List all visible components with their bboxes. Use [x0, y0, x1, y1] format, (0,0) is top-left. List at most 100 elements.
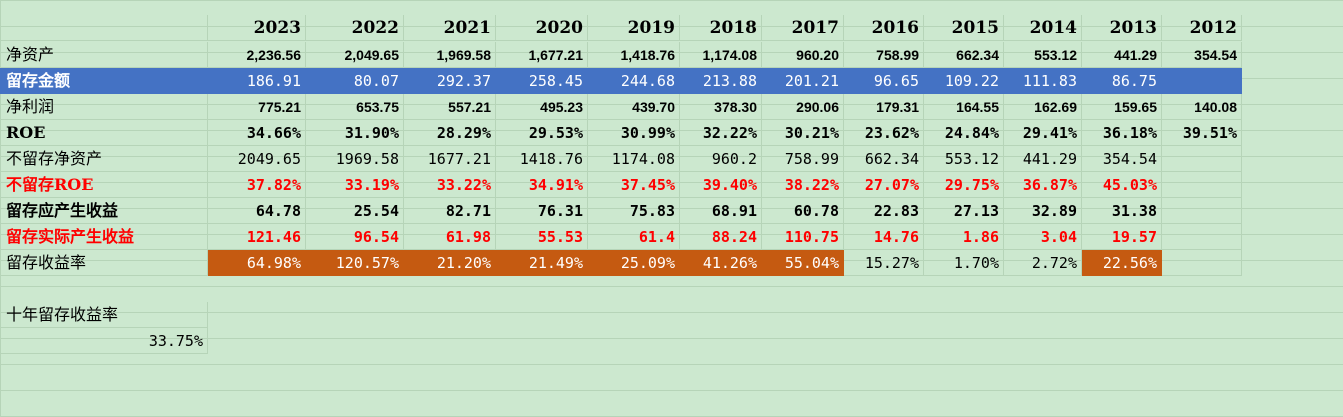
value-cell-2022[interactable]: 25.54 — [306, 198, 404, 224]
value-cell-2021[interactable]: 61.98 — [404, 224, 496, 250]
value-cell-2013[interactable]: 31.38 — [1082, 198, 1162, 224]
year-header-2012[interactable]: 2012 — [1162, 15, 1242, 41]
value-cell-2022[interactable]: 120.57% — [306, 250, 404, 276]
value-cell-2014[interactable]: 162.69 — [1004, 94, 1082, 120]
value-cell-2015[interactable]: 24.84% — [924, 120, 1004, 146]
value-cell-2018[interactable]: 1,174.08 — [680, 42, 762, 68]
value-cell-2020[interactable]: 21.49% — [496, 250, 588, 276]
value-cell-2019[interactable]: 30.99% — [588, 120, 680, 146]
year-header-2018[interactable]: 2018 — [680, 15, 762, 41]
value-cell-2020[interactable]: 1,677.21 — [496, 42, 588, 68]
value-cell-2017[interactable]: 201.21 — [762, 68, 844, 94]
value-cell-2016[interactable]: 14.76 — [844, 224, 924, 250]
value-cell-2013[interactable]: 86.75 — [1082, 68, 1162, 94]
value-cell-2023[interactable]: 37.82% — [208, 172, 306, 198]
value-cell-2018[interactable]: 88.24 — [680, 224, 762, 250]
value-cell-2023[interactable]: 775.21 — [208, 94, 306, 120]
value-cell-2021[interactable]: 292.37 — [404, 68, 496, 94]
row-label-cell[interactable]: 留存收益率 — [0, 250, 208, 276]
value-cell-2021[interactable]: 33.22% — [404, 172, 496, 198]
value-cell-2019[interactable]: 61.4 — [588, 224, 680, 250]
value-cell-2012[interactable] — [1162, 250, 1242, 276]
value-cell-2014[interactable]: 111.83 — [1004, 68, 1082, 94]
value-cell-2013[interactable]: 19.57 — [1082, 224, 1162, 250]
value-cell-2013[interactable]: 45.03% — [1082, 172, 1162, 198]
value-cell-2023[interactable]: 121.46 — [208, 224, 306, 250]
value-cell-2016[interactable]: 758.99 — [844, 42, 924, 68]
row-label-cell[interactable]: 净资产 — [0, 42, 208, 68]
value-cell-2017[interactable]: 55.04% — [762, 250, 844, 276]
value-cell-2016[interactable]: 15.27% — [844, 250, 924, 276]
value-cell-2012[interactable] — [1162, 224, 1242, 250]
value-cell-2021[interactable]: 1677.21 — [404, 146, 496, 172]
value-cell-2013[interactable]: 159.65 — [1082, 94, 1162, 120]
value-cell-2016[interactable]: 23.62% — [844, 120, 924, 146]
value-cell-2019[interactable]: 75.83 — [588, 198, 680, 224]
value-cell-2013[interactable]: 441.29 — [1082, 42, 1162, 68]
value-cell-2012[interactable] — [1162, 146, 1242, 172]
value-cell-2012[interactable]: 140.08 — [1162, 94, 1242, 120]
value-cell-2015[interactable]: 164.55 — [924, 94, 1004, 120]
value-cell-2022[interactable]: 1969.58 — [306, 146, 404, 172]
value-cell-2021[interactable]: 82.71 — [404, 198, 496, 224]
value-cell-2016[interactable]: 662.34 — [844, 146, 924, 172]
value-cell-2023[interactable]: 2,236.56 — [208, 42, 306, 68]
value-cell-2014[interactable]: 36.87% — [1004, 172, 1082, 198]
value-cell-2012[interactable] — [1162, 198, 1242, 224]
value-cell-2017[interactable]: 38.22% — [762, 172, 844, 198]
value-cell-2014[interactable]: 2.72% — [1004, 250, 1082, 276]
value-cell-2022[interactable]: 33.19% — [306, 172, 404, 198]
value-cell-2014[interactable]: 3.04 — [1004, 224, 1082, 250]
year-header-2014[interactable]: 2014 — [1004, 15, 1082, 41]
value-cell-2021[interactable]: 21.20% — [404, 250, 496, 276]
value-cell-2012[interactable]: 39.51% — [1162, 120, 1242, 146]
row-label-cell[interactable]: 不留存ROE — [0, 172, 208, 198]
value-cell-2021[interactable]: 557.21 — [404, 94, 496, 120]
value-cell-2014[interactable]: 29.41% — [1004, 120, 1082, 146]
value-cell-2015[interactable]: 1.70% — [924, 250, 1004, 276]
value-cell-2021[interactable]: 1,969.58 — [404, 42, 496, 68]
value-cell-2023[interactable]: 64.78 — [208, 198, 306, 224]
value-cell-2015[interactable]: 27.13 — [924, 198, 1004, 224]
value-cell-2012[interactable]: 354.54 — [1162, 42, 1242, 68]
value-cell-2020[interactable]: 55.53 — [496, 224, 588, 250]
year-header-2017[interactable]: 2017 — [762, 15, 844, 41]
year-header-2022[interactable]: 2022 — [306, 15, 404, 41]
value-cell-2022[interactable]: 80.07 — [306, 68, 404, 94]
value-cell-2018[interactable]: 41.26% — [680, 250, 762, 276]
value-cell-2017[interactable]: 110.75 — [762, 224, 844, 250]
value-cell-2023[interactable]: 34.66% — [208, 120, 306, 146]
value-cell-2017[interactable]: 758.99 — [762, 146, 844, 172]
year-header-2013[interactable]: 2013 — [1082, 15, 1162, 41]
year-header-2016[interactable]: 2016 — [844, 15, 924, 41]
value-cell-2016[interactable]: 96.65 — [844, 68, 924, 94]
value-cell-2015[interactable]: 662.34 — [924, 42, 1004, 68]
row-label-cell[interactable]: 不留存净资产 — [0, 146, 208, 172]
value-cell-2019[interactable]: 37.45% — [588, 172, 680, 198]
value-cell-2019[interactable]: 25.09% — [588, 250, 680, 276]
value-cell-2017[interactable]: 960.20 — [762, 42, 844, 68]
value-cell-2022[interactable]: 653.75 — [306, 94, 404, 120]
value-cell-2019[interactable]: 439.70 — [588, 94, 680, 120]
value-cell-2016[interactable]: 22.83 — [844, 198, 924, 224]
value-cell-2019[interactable]: 1,418.76 — [588, 42, 680, 68]
value-cell-2015[interactable]: 109.22 — [924, 68, 1004, 94]
year-header-2015[interactable]: 2015 — [924, 15, 1004, 41]
value-cell-2012[interactable] — [1162, 68, 1242, 94]
value-cell-2015[interactable]: 1.86 — [924, 224, 1004, 250]
value-cell-2017[interactable]: 290.06 — [762, 94, 844, 120]
value-cell-2013[interactable]: 22.56% — [1082, 250, 1162, 276]
value-cell-2020[interactable]: 258.45 — [496, 68, 588, 94]
value-cell-2015[interactable]: 29.75% — [924, 172, 1004, 198]
value-cell-2014[interactable]: 553.12 — [1004, 42, 1082, 68]
value-cell-2015[interactable]: 553.12 — [924, 146, 1004, 172]
value-cell-2020[interactable]: 1418.76 — [496, 146, 588, 172]
value-cell-2016[interactable]: 27.07% — [844, 172, 924, 198]
value-cell-2014[interactable]: 441.29 — [1004, 146, 1082, 172]
ten-year-label-cell[interactable]: 十年留存收益率 — [0, 302, 208, 328]
value-cell-2018[interactable]: 213.88 — [680, 68, 762, 94]
row-label-cell[interactable]: 留存实际产生收益 — [0, 224, 208, 250]
value-cell-2019[interactable]: 1174.08 — [588, 146, 680, 172]
value-cell-2023[interactable]: 64.98% — [208, 250, 306, 276]
